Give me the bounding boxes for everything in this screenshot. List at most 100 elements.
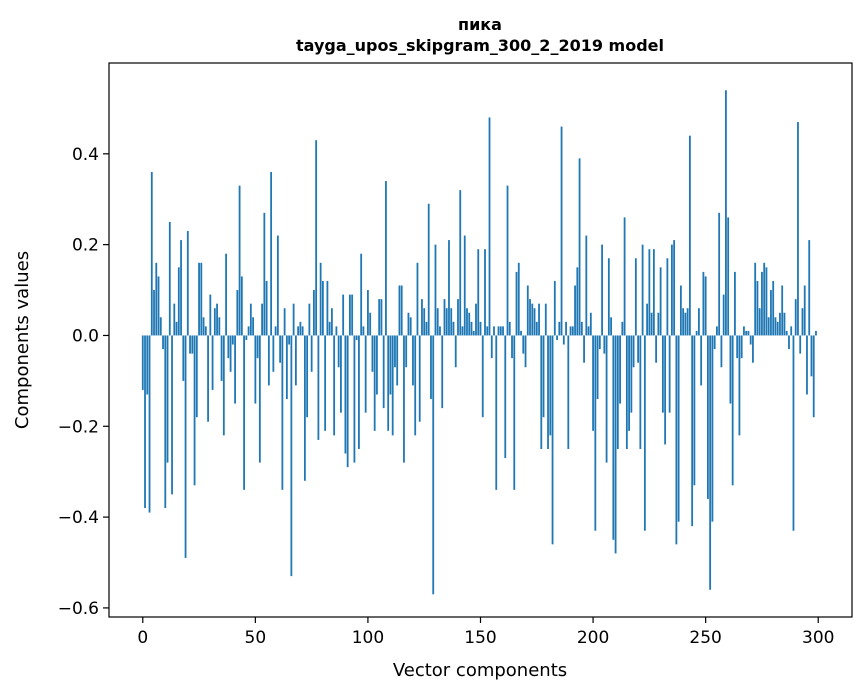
bar-155: [490, 335, 493, 359]
bar-3: [148, 335, 151, 513]
bar-166: [515, 271, 518, 336]
bar-9: [162, 335, 164, 350]
bar-112: [394, 335, 396, 368]
bar-208: [610, 317, 612, 336]
bar-264: [736, 335, 739, 359]
bar-91: [346, 335, 349, 468]
bar-257: [720, 335, 723, 368]
bar-144: [466, 308, 468, 336]
bar-134: [443, 299, 446, 336]
bar-234: [668, 335, 671, 413]
bar-89: [342, 294, 345, 336]
bar-124: [421, 299, 423, 336]
bar-148: [475, 303, 477, 336]
bar-39: [229, 335, 232, 372]
bar-59: [274, 326, 277, 336]
bar-11: [166, 335, 169, 463]
bar-250: [704, 276, 707, 336]
bar-152: [484, 249, 486, 336]
bar-114: [398, 285, 401, 336]
bar-21: [189, 335, 191, 354]
bar-154: [488, 117, 491, 336]
bar-248: [700, 335, 703, 386]
bar-77: [315, 140, 318, 336]
bar-37: [225, 253, 227, 336]
x-tick-label: 300: [802, 628, 834, 648]
bar-71: [301, 326, 304, 336]
bar-87: [337, 335, 340, 368]
bar-171: [526, 285, 529, 336]
bar-187: [562, 335, 565, 345]
bar-193: [576, 267, 579, 336]
bar-46: [245, 335, 248, 340]
bar-94: [353, 335, 356, 463]
bar-28: [204, 326, 207, 336]
bar-142: [461, 326, 464, 336]
bar-2: [146, 335, 149, 395]
x-axis-ticks: 0 50 100 150 200 250 300: [137, 617, 834, 648]
bar-173: [531, 303, 534, 336]
bar-53: [261, 303, 263, 336]
bar-180: [547, 335, 549, 449]
bar-190: [569, 326, 572, 336]
bar-36: [222, 335, 225, 436]
bar-247: [698, 308, 700, 336]
bar-57: [270, 171, 273, 336]
bar-212: [619, 335, 621, 404]
bar-296: [808, 240, 811, 336]
bar-215: [625, 335, 628, 449]
bar-24: [195, 335, 198, 418]
bar-222: [641, 244, 644, 336]
x-tick-label: 0: [137, 628, 148, 648]
bar-116: [403, 335, 405, 463]
bar-220: [637, 335, 640, 363]
bar-139: [454, 335, 457, 368]
y-tick-label: 0.0: [72, 326, 99, 346]
bar-183: [553, 280, 556, 336]
bar-147: [472, 330, 475, 336]
bar-4: [150, 171, 153, 336]
y-tick-label: −0.2: [58, 417, 99, 437]
bar-271: [752, 335, 754, 363]
x-tick-label: 100: [352, 628, 384, 648]
bar-287: [788, 335, 790, 350]
bar-138: [452, 321, 455, 336]
bar-135: [445, 308, 448, 336]
bar-265: [738, 335, 741, 436]
bar-206: [605, 335, 608, 463]
bar-292: [799, 335, 802, 354]
bar-64: [285, 335, 288, 400]
bar-255: [716, 326, 718, 336]
bar-105: [378, 299, 381, 336]
bar-99: [364, 335, 367, 413]
bar-127: [427, 203, 430, 336]
bar-86: [335, 326, 338, 336]
bar-83: [328, 321, 331, 336]
bar-145: [468, 312, 471, 336]
bar-283: [779, 312, 781, 336]
bar-102: [371, 335, 374, 372]
bar-293: [801, 308, 804, 336]
bar-276: [763, 262, 766, 336]
bar-213: [621, 321, 624, 336]
bar-109: [387, 335, 390, 431]
bar-253: [711, 335, 714, 522]
bar-179: [544, 303, 547, 336]
bar-230: [659, 267, 662, 336]
bar-52: [258, 335, 261, 463]
bar-20: [186, 231, 189, 336]
bar-118: [407, 312, 410, 336]
bar-285: [783, 312, 786, 336]
bar-168: [520, 330, 522, 336]
bar-149: [477, 249, 480, 336]
bar-209: [612, 335, 615, 540]
bar-269: [747, 330, 750, 336]
bar-113: [396, 335, 399, 386]
bar-66: [290, 335, 293, 577]
bar-104: [376, 335, 378, 395]
bar-131: [436, 308, 439, 336]
bar-158: [497, 326, 500, 336]
bar-225: [648, 249, 651, 336]
bar-76: [312, 290, 315, 336]
bar-200: [592, 335, 594, 431]
